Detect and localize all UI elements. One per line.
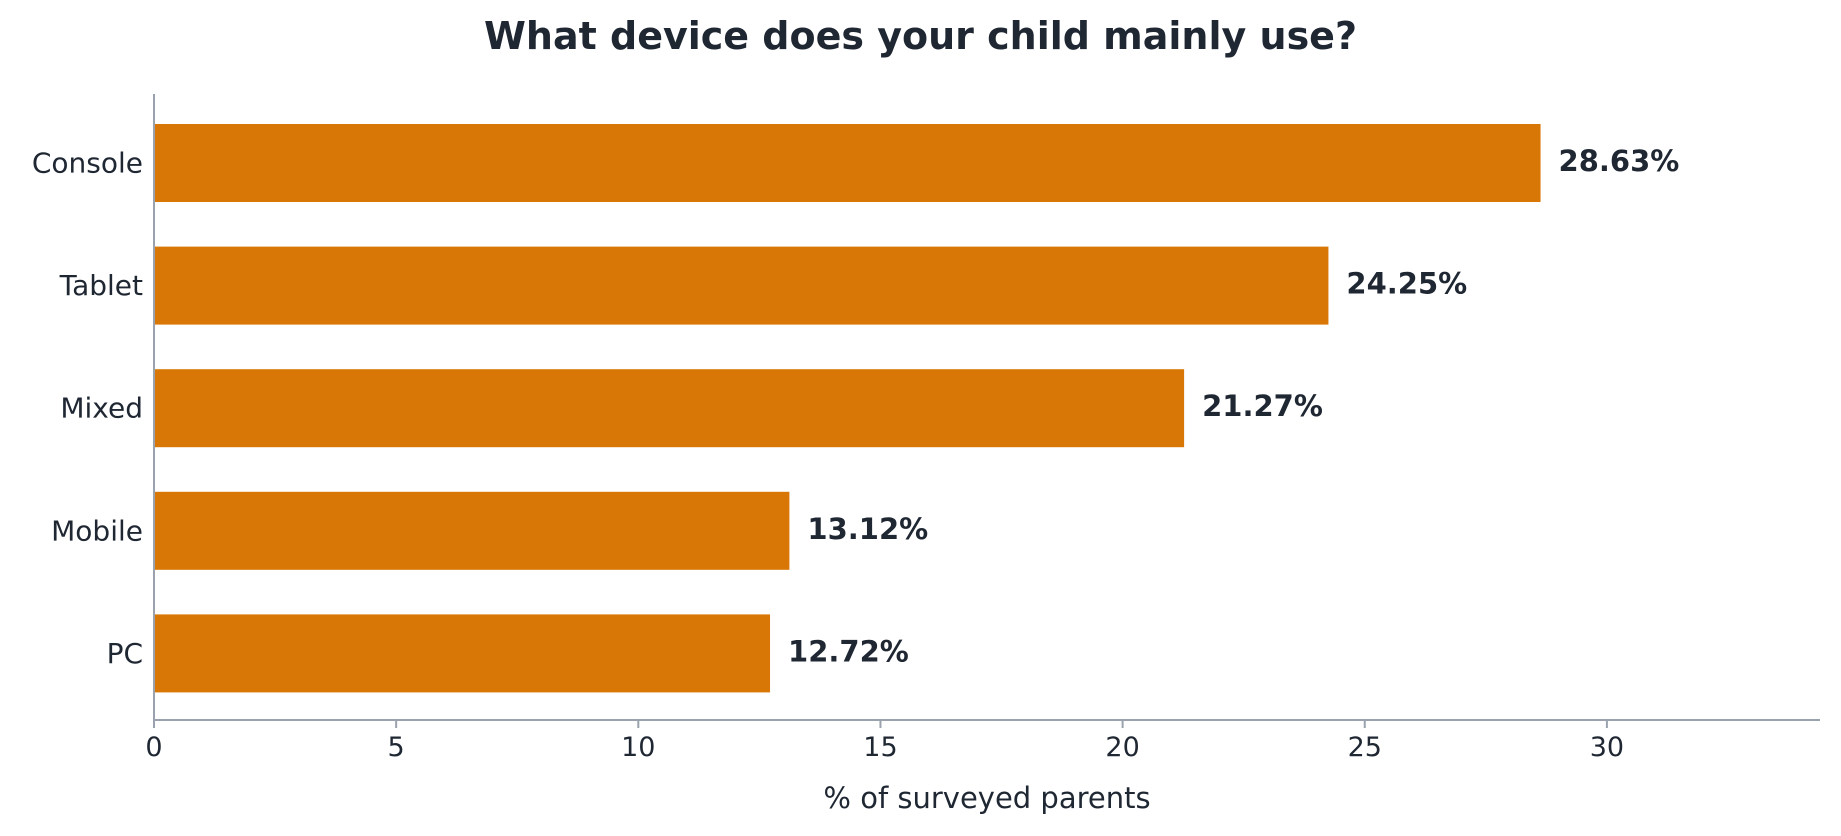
- bar-console: [154, 124, 1541, 202]
- x-tick-label: 30: [1590, 732, 1624, 763]
- labels-layer: Console 28.63% Tablet 24.25% Mixed 21.27% Mobi…: [32, 144, 1680, 670]
- x-ticks: 0 5 10 15 20 25 30: [145, 720, 1624, 763]
- bars-layer: [154, 124, 1541, 693]
- x-axis-label: % of surveyed parents: [823, 781, 1150, 815]
- data-label: 13.12%: [807, 512, 928, 546]
- category-label: Mixed: [60, 392, 143, 425]
- category-label: Tablet: [59, 269, 143, 302]
- data-label: 24.25%: [1346, 267, 1467, 301]
- data-label: 12.72%: [788, 634, 909, 668]
- x-tick-label: 20: [1105, 732, 1139, 763]
- x-tick-label: 15: [863, 732, 897, 763]
- category-label: Console: [32, 147, 143, 180]
- chart-title: What device does your child mainly use?: [483, 14, 1358, 58]
- x-tick-label: 25: [1348, 732, 1382, 763]
- data-label: 28.63%: [1559, 144, 1680, 178]
- data-label: 21.27%: [1202, 389, 1323, 423]
- category-label: Mobile: [51, 514, 143, 547]
- bar-mobile: [154, 491, 790, 570]
- x-tick-label: 5: [388, 732, 405, 763]
- bar-mixed: [154, 369, 1185, 448]
- x-tick-label: 10: [621, 732, 655, 763]
- category-label: PC: [107, 637, 143, 670]
- bar-pc: [154, 614, 771, 693]
- x-tick-label: 0: [145, 732, 162, 763]
- bar-tablet: [154, 246, 1329, 325]
